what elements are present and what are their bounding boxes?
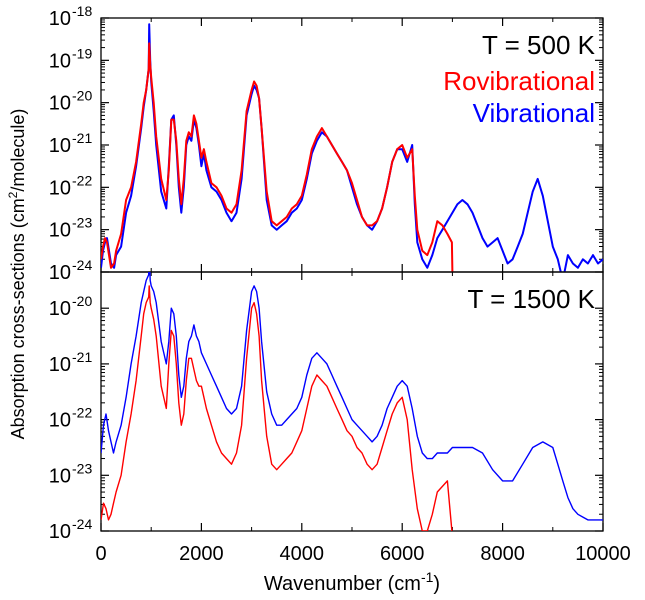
x-tick-label: 0: [95, 543, 106, 565]
y-tick-label: 10: [49, 50, 71, 72]
panel-title: T = 500 K: [482, 30, 596, 60]
x-tick-label: 2000: [179, 543, 224, 565]
y-tick-exponent: -22: [72, 172, 92, 188]
legend-entry-vibrational: Vibrational: [473, 98, 595, 128]
y-tick-label: 10: [49, 298, 71, 320]
x-tick-label: 4000: [280, 543, 325, 565]
y-tick-label: 10: [49, 262, 71, 284]
y-axis-label: Absorption cross-sections (cm2/molecule): [6, 109, 28, 440]
y-tick-label: 10: [49, 8, 71, 30]
x-axis: 0 2000 4000 6000 8000 10000 Wavenumber (cm-1): [95, 543, 630, 595]
y-tick-label: 10: [49, 177, 71, 199]
x-tick-label: 10000: [575, 543, 631, 565]
y-tick-exponent: -24: [72, 257, 92, 273]
y-tick-label: 10: [49, 220, 71, 242]
y-tick-label: 10: [49, 521, 71, 543]
panel-title: T = 1500 K: [468, 284, 596, 314]
x-axis-label: Wavenumber (cm-1): [264, 569, 440, 595]
y-tick-label: 10: [49, 135, 71, 157]
y-tick-exponent: -20: [72, 293, 92, 309]
y-tick-exponent: -21: [72, 349, 92, 365]
y-tick-exponent: -22: [72, 405, 92, 421]
y-tick-exponent: -21: [72, 130, 92, 146]
y-tick-exponent: -23: [72, 215, 92, 231]
y-tick-exponent: -23: [72, 460, 92, 476]
y-tick-label: 10: [49, 354, 71, 376]
y-tick-exponent: -19: [72, 45, 92, 61]
y-tick-label: 10: [49, 465, 71, 487]
y-tick-exponent: -18: [72, 3, 92, 19]
y-axis: Absorption cross-sections (cm2/molecule): [6, 109, 28, 440]
y-tick-label: 10: [49, 410, 71, 432]
series-line-vibrational: [101, 272, 603, 521]
legend-entry-rovibrational: Rovibrational: [443, 66, 595, 96]
x-tick-label: 6000: [380, 543, 425, 565]
y-tick-label: 10: [49, 93, 71, 115]
series-line-rovibrational: [101, 285, 453, 531]
series-line-rovibrational: [101, 42, 454, 272]
y-tick-exponent: -24: [72, 516, 92, 532]
x-tick-label: 8000: [480, 543, 525, 565]
y-tick-exponent: -20: [72, 88, 92, 104]
